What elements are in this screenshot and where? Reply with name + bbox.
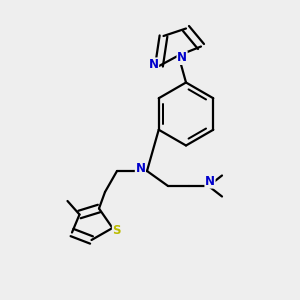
Text: N: N	[135, 161, 146, 175]
Text: N: N	[148, 58, 159, 71]
Text: N: N	[205, 175, 215, 188]
Text: N: N	[177, 51, 187, 64]
Text: S: S	[112, 224, 121, 237]
